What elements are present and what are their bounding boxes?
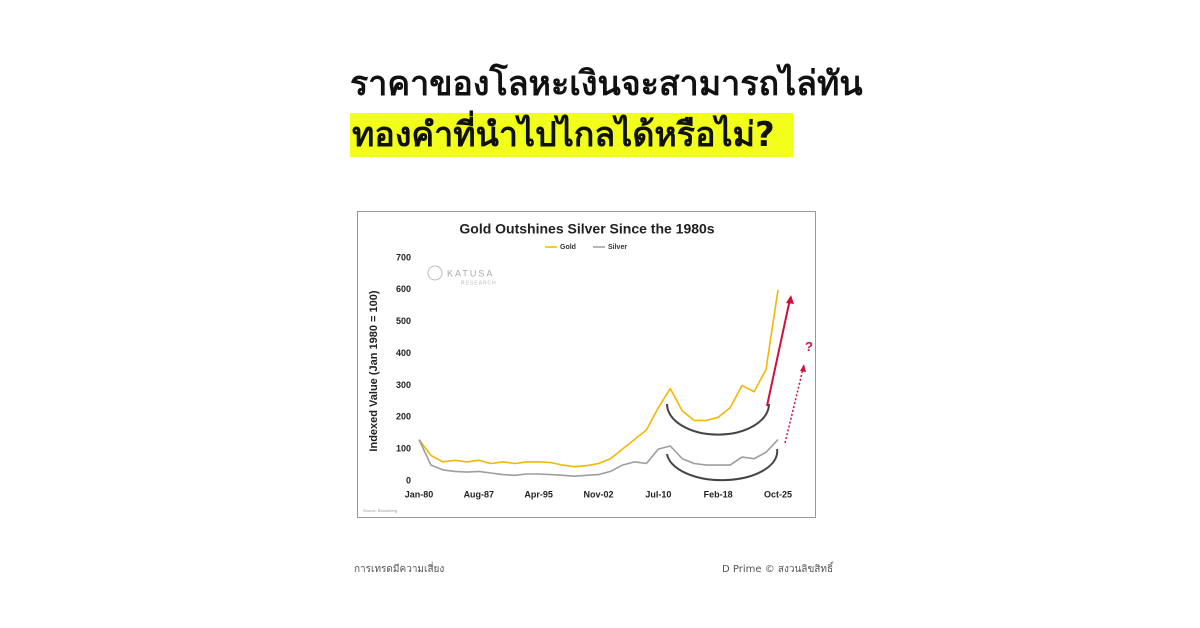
x-tick-label: Nov-02 [583, 489, 613, 499]
headline: ราคาของโลหะเงินจะสามารถไล่ทัน [350, 64, 863, 104]
x-tick-label: Feb-18 [704, 489, 733, 499]
legend-label: Gold [560, 244, 576, 251]
y-tick-label: 100 [396, 444, 411, 454]
headline-highlight: ทองคำที่นำไปไกลได้หรือไม่? [350, 113, 793, 157]
y-tick-label: 500 [396, 316, 411, 326]
y-tick-label: 300 [396, 380, 411, 390]
y-tick-label: 600 [396, 284, 411, 294]
chart: Gold Outshines Silver Since the 1980s In… [357, 211, 816, 518]
y-tick-label: 700 [396, 252, 411, 262]
x-tick-label: Jul-10 [645, 489, 671, 499]
chart-frame [357, 211, 816, 518]
disclaimer: การเทรดมีความเสี่ยง [354, 564, 445, 575]
legend-label: Silver [608, 244, 627, 251]
x-tick-label: Oct-25 [764, 489, 792, 499]
y-tick-label: 200 [396, 412, 411, 422]
y-axis-label: Indexed Value (Jan 1980 = 100) [368, 290, 380, 451]
chart-title: Gold Outshines Silver Since the 1980s [459, 221, 714, 237]
watermark: KATUSA RESEARCH [427, 265, 497, 286]
y-tick-label: 0 [406, 475, 411, 485]
source: Source: Bloomberg [363, 508, 397, 513]
watermark-sub: RESEARCH [461, 280, 497, 286]
y-tick-label: 400 [396, 348, 411, 358]
watermark-text: KATUSA [447, 268, 494, 278]
series-line [418, 439, 779, 477]
annotation-question: ? [805, 339, 813, 354]
annotation-arrows [666, 295, 806, 482]
x-tick-label: Jan-80 [405, 489, 434, 499]
series-line [418, 289, 779, 468]
x-tick-label: Aug-87 [464, 489, 495, 499]
x-tick-label: Apr-95 [524, 489, 553, 499]
copyright: D Prime © สงวนลิขสิทธิ์ [722, 564, 834, 575]
